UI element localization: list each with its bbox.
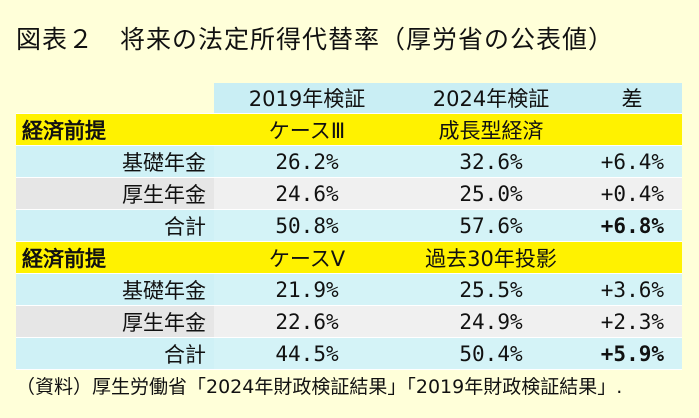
value-diff: +6.8%: [582, 209, 682, 242]
scenario-blank-cell: [582, 113, 682, 146]
value-diff: +0.4%: [582, 177, 682, 210]
value-2019: 44.5%: [214, 337, 400, 370]
scenario-row: 経済前提 ケースⅤ 過去30年投影: [16, 241, 682, 274]
value-2024: 24.9%: [400, 305, 582, 338]
value-2024: 32.6%: [400, 145, 582, 178]
row-label: 基礎年金: [16, 273, 214, 306]
value-2019: 21.9%: [214, 273, 400, 306]
value-2019: 50.8%: [214, 209, 400, 242]
scenario-case-2019: ケースⅢ: [214, 113, 400, 146]
table-row-total: 合計 44.5% 50.4% +5.9%: [16, 337, 682, 370]
scenario-label: 経済前提: [16, 241, 214, 274]
value-2019: 24.6%: [214, 177, 400, 210]
value-2019: 26.2%: [214, 145, 400, 178]
figure-title: 図表２ 将来の法定所得代替率（厚労省の公表値）: [16, 25, 615, 54]
column-header-diff: 差: [582, 83, 682, 114]
value-2024: 25.5%: [400, 273, 582, 306]
value-diff: +5.9%: [582, 337, 682, 370]
row-label: 基礎年金: [16, 145, 214, 178]
header-blank-cell: [16, 83, 214, 114]
value-diff: +3.6%: [582, 273, 682, 306]
scenario-case-2024: 過去30年投影: [400, 241, 582, 274]
value-2024: 25.0%: [400, 177, 582, 210]
scenario-label: 経済前提: [16, 113, 214, 146]
table-row: 基礎年金 21.9% 25.5% +3.6%: [16, 273, 682, 306]
value-2024: 50.4%: [400, 337, 582, 370]
scenario-row: 経済前提 ケースⅢ 成長型経済: [16, 113, 682, 146]
row-label: 厚生年金: [16, 177, 214, 210]
table-row: 厚生年金 22.6% 24.9% +2.3%: [16, 305, 682, 338]
row-label: 合計: [16, 337, 214, 370]
value-2019: 22.6%: [214, 305, 400, 338]
value-2024: 57.6%: [400, 209, 582, 242]
table-row: 基礎年金 26.2% 32.6% +6.4%: [16, 145, 682, 178]
replacement-rate-table: 2019年検証 2024年検証 差 経済前提 ケースⅢ 成長型経済 基礎年金 2…: [16, 83, 682, 370]
table-row-total: 合計 50.8% 57.6% +6.8%: [16, 209, 682, 242]
column-header-2019: 2019年検証: [214, 83, 400, 114]
table-row: 厚生年金 24.6% 25.0% +0.4%: [16, 177, 682, 210]
scenario-case-2024: 成長型経済: [400, 113, 582, 146]
value-diff: +6.4%: [582, 145, 682, 178]
source-note: （資料）厚生労働省「2024年財政検証結果」「2019年財政検証結果」.: [16, 376, 623, 398]
scenario-blank-cell: [582, 241, 682, 274]
table-header-row: 2019年検証 2024年検証 差: [16, 83, 682, 114]
row-label: 厚生年金: [16, 305, 214, 338]
scenario-case-2019: ケースⅤ: [214, 241, 400, 274]
value-diff: +2.3%: [582, 305, 682, 338]
row-label: 合計: [16, 209, 214, 242]
column-header-2024: 2024年検証: [400, 83, 582, 114]
